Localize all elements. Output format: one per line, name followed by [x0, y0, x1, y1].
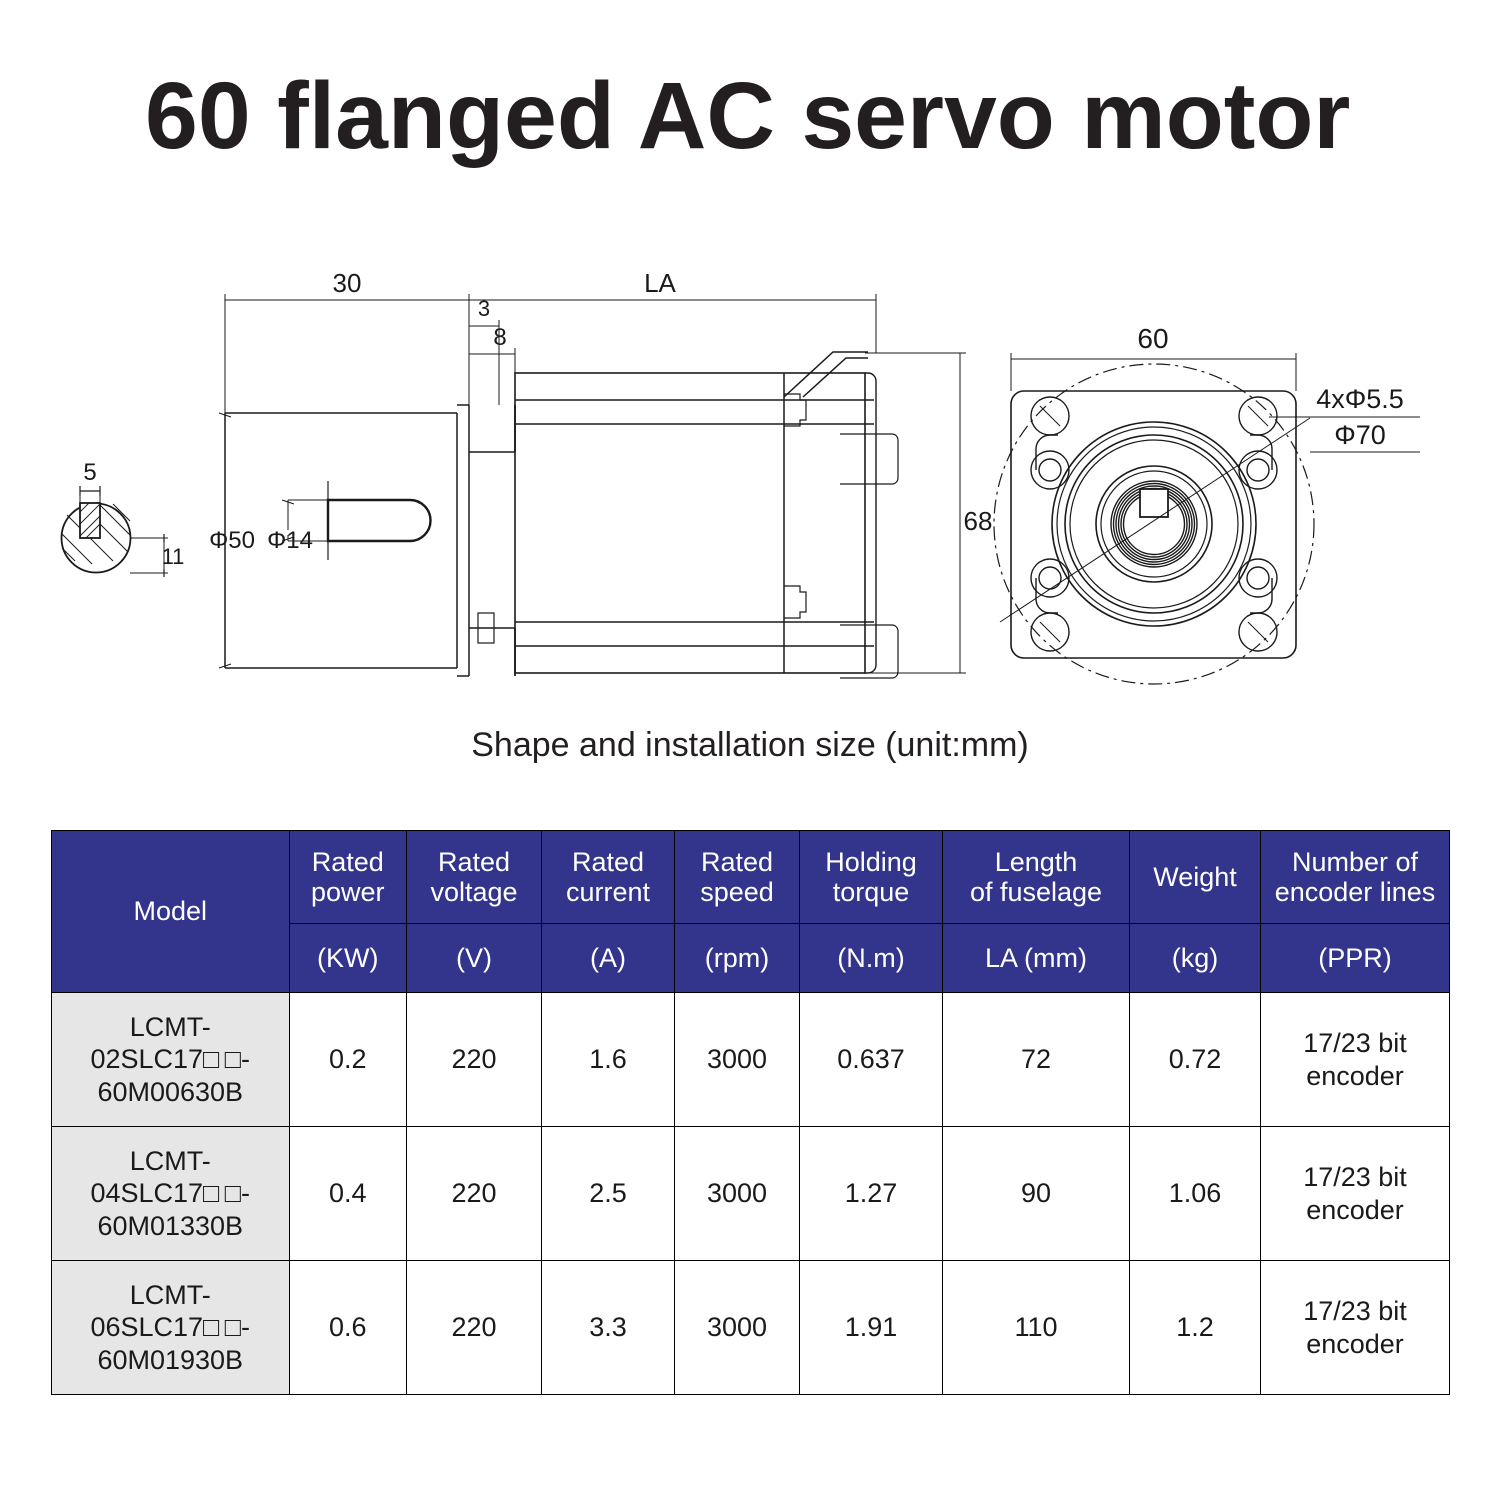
svg-text:Φ14: Φ14	[267, 527, 313, 554]
svg-text:8: 8	[493, 324, 506, 351]
svg-text:Φ70: Φ70	[1334, 420, 1386, 450]
svg-text:60: 60	[1137, 323, 1168, 354]
svg-text:68: 68	[964, 506, 993, 536]
svg-text:30: 30	[333, 268, 362, 298]
svg-text:4xΦ5.5: 4xΦ5.5	[1316, 384, 1404, 414]
svg-text:Φ50: Φ50	[209, 527, 255, 554]
svg-text:LA: LA	[644, 268, 676, 298]
svg-text:11: 11	[162, 544, 185, 569]
svg-text:5: 5	[83, 459, 96, 486]
